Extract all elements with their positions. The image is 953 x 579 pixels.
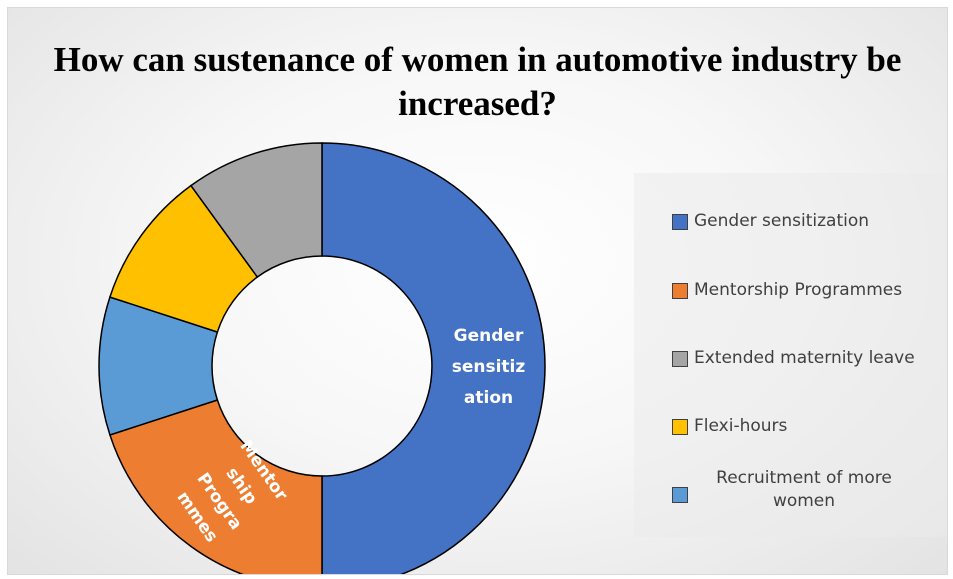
legend-label: Mentorship Programmes [694, 280, 903, 300]
chart-area: How can sustenance of women in automotiv… [7, 7, 948, 575]
slice-extended-maternity-leave [189, 142, 323, 279]
legend-label: Flexi-hours [694, 416, 788, 436]
legend-swatch [672, 419, 688, 435]
legend: Gender sensitization Mentorship Programm… [634, 173, 947, 537]
legend-label: Gender sensitization [694, 211, 870, 231]
legend-label: Recruitment of more women [716, 468, 892, 511]
slice-mentorship-programmes [108, 399, 323, 574]
legend-swatch [672, 487, 688, 503]
legend-swatch [672, 283, 688, 299]
slice-label: Gender sensitiz ation [452, 326, 526, 408]
slice-gender-sensitization [321, 142, 546, 574]
legend-label: Extended maternity leave [694, 348, 915, 368]
legend-swatch [672, 214, 688, 230]
legend-swatch [672, 351, 688, 367]
chart-title: How can sustenance of women in automotiv… [53, 40, 902, 123]
